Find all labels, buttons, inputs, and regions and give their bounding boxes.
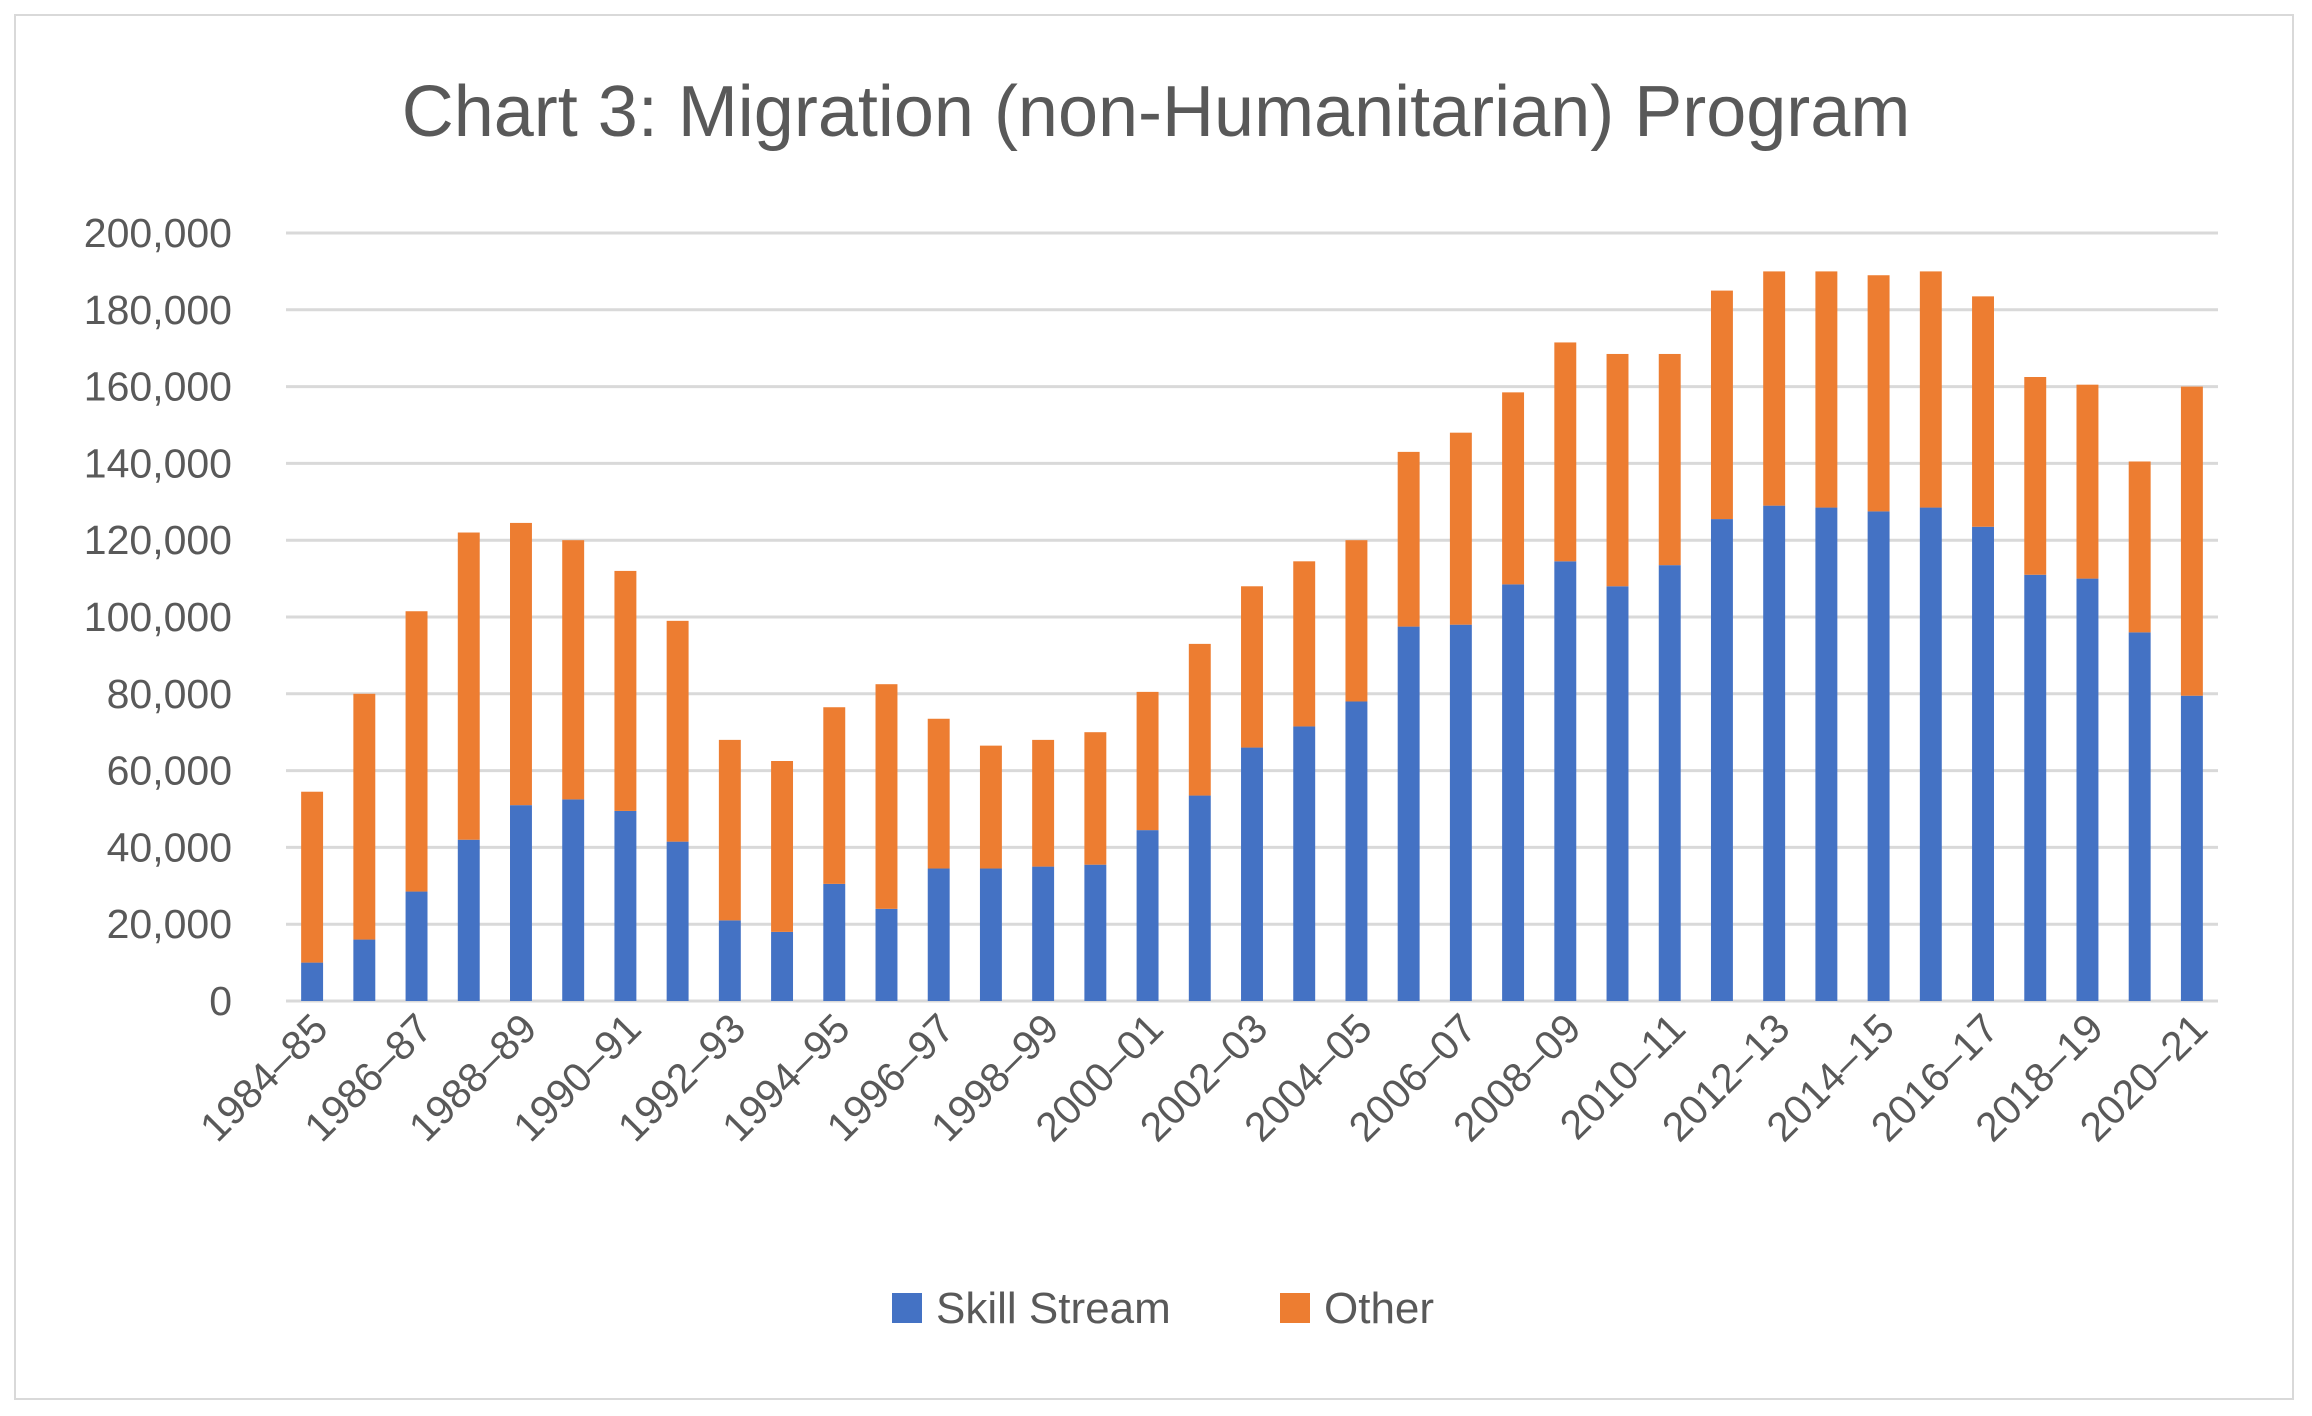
y-tick-label: 180,000 xyxy=(84,287,232,333)
bar-other xyxy=(353,693,376,940)
bar-other xyxy=(927,718,950,869)
y-tick-label: 80,000 xyxy=(107,671,232,717)
bar-skill-stream xyxy=(1032,866,1055,1001)
bar-skill-stream xyxy=(1293,726,1316,1001)
bar-other xyxy=(1972,296,1994,527)
y-tick-label: 120,000 xyxy=(84,517,232,563)
bars xyxy=(301,271,2203,1001)
y-tick-label: 60,000 xyxy=(107,748,232,794)
y-tick-label: 40,000 xyxy=(107,824,232,870)
y-tick-label: 20,000 xyxy=(107,901,232,947)
bar-skill-stream xyxy=(1606,586,1629,1001)
bar-skill-stream xyxy=(1502,584,1525,1001)
bar-skill-stream xyxy=(1449,624,1472,1001)
bar-skill-stream xyxy=(875,908,898,1001)
y-axis: 0 20,000 40,000 60,000 80,000 100,000 120,000 1… xyxy=(84,210,232,1024)
bar-other xyxy=(771,761,794,932)
bar-skill-stream xyxy=(666,841,689,1001)
bar-other xyxy=(405,611,428,892)
bar-skill-stream xyxy=(2024,574,2047,1001)
bar-skill-stream xyxy=(562,799,585,1001)
bar-other xyxy=(510,522,532,806)
bar-other xyxy=(718,739,741,921)
bar-other xyxy=(823,707,846,884)
bar-other xyxy=(1502,392,1525,585)
gridlines xyxy=(286,231,2218,1003)
bar-skill-stream xyxy=(979,868,1002,1001)
y-tick-label: 140,000 xyxy=(84,440,232,486)
bar-skill-stream xyxy=(2180,695,2203,1001)
bar-skill-stream xyxy=(1972,526,1994,1001)
bar-other xyxy=(979,745,1002,869)
bar-skill-stream xyxy=(1397,626,1420,1001)
bar-skill-stream xyxy=(2128,632,2151,1001)
bar-other xyxy=(2076,384,2099,579)
bar-other xyxy=(457,532,480,840)
bar-other xyxy=(875,684,898,909)
y-tick-label: 200,000 xyxy=(84,210,232,256)
bar-other xyxy=(1815,271,1838,508)
y-tick-label: 100,000 xyxy=(84,594,232,640)
bar-skill-stream xyxy=(1710,519,1733,1001)
legend-label: Skill Stream xyxy=(936,1284,1171,1333)
bar-other xyxy=(2128,461,2151,633)
bar-other xyxy=(1293,561,1316,727)
bar-other xyxy=(1763,271,1786,506)
bar-skill-stream xyxy=(1763,505,1786,1001)
bar-other xyxy=(1867,275,1890,512)
bar-skill-stream xyxy=(823,883,846,1001)
bar-other xyxy=(1345,540,1368,702)
legend-label: Other xyxy=(1324,1284,1434,1333)
bar-other xyxy=(1136,691,1159,831)
bar-skill-stream xyxy=(718,920,741,1001)
bar-skill-stream xyxy=(1084,864,1107,1001)
bar-other xyxy=(1032,739,1055,867)
bar-other xyxy=(666,620,689,842)
bar-skill-stream xyxy=(457,839,480,1001)
bar-other xyxy=(1084,732,1107,865)
y-tick-label: 0 xyxy=(209,978,232,1024)
legend-swatch xyxy=(1280,1293,1310,1323)
bar-other xyxy=(1606,353,1629,587)
bar-other xyxy=(1449,432,1472,625)
bar-other xyxy=(2180,386,2203,696)
bar-skill-stream xyxy=(1554,561,1577,1001)
bar-other xyxy=(1919,271,1942,508)
bar-skill-stream xyxy=(771,931,794,1001)
bar-skill-stream xyxy=(301,962,324,1001)
bar-other xyxy=(2024,377,2047,575)
bar-other xyxy=(1188,643,1211,796)
bar-other xyxy=(301,791,324,963)
bar-skill-stream xyxy=(1188,795,1211,1001)
bar-other xyxy=(1241,586,1263,748)
bar-skill-stream xyxy=(1241,747,1263,1001)
bar-skill-stream xyxy=(927,868,950,1001)
bar-skill-stream xyxy=(2076,578,2099,1001)
bar-skill-stream xyxy=(614,810,637,1001)
bar-skill-stream xyxy=(510,805,532,1001)
bar-skill-stream xyxy=(1815,507,1838,1001)
bar-other xyxy=(1710,290,1733,520)
bar-other xyxy=(614,570,637,811)
chart-title: Chart 3: Migration (non-Humanitarian) Pr… xyxy=(402,72,1911,152)
legend-swatch xyxy=(892,1293,922,1323)
bar-skill-stream xyxy=(353,939,376,1001)
bar-skill-stream xyxy=(1658,565,1681,1001)
bar-other xyxy=(562,540,585,800)
x-axis: 1984–851986–871988–891990–911992–931994–… xyxy=(191,1005,2216,1150)
bar-skill-stream xyxy=(1345,701,1368,1001)
y-tick-label: 160,000 xyxy=(84,364,232,410)
bar-skill-stream xyxy=(1136,830,1159,1001)
bar-other xyxy=(1397,451,1420,627)
bar-other xyxy=(1658,353,1681,566)
bar-other xyxy=(1554,342,1577,562)
bar-skill-stream xyxy=(405,891,428,1001)
legend: Skill Stream Other xyxy=(892,1284,1434,1333)
bar-skill-stream xyxy=(1919,507,1942,1001)
bar-skill-stream xyxy=(1867,511,1890,1001)
